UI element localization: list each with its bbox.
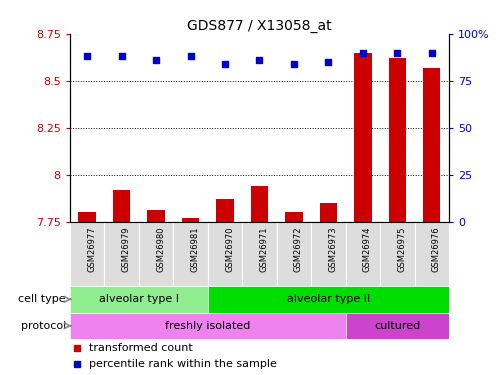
Text: cultured: cultured [374,321,421,331]
Point [83,53,91,59]
Text: GSM26975: GSM26975 [397,227,406,272]
Bar [113,190,130,222]
Bar [415,222,449,286]
Bar [320,203,337,222]
Text: GSM26973: GSM26973 [328,227,337,272]
Bar [147,210,165,222]
Text: percentile rank within the sample: percentile rank within the sample [89,359,277,369]
Text: transformed count: transformed count [89,343,193,353]
Point [428,50,436,55]
Title: GDS877 / X13058_at: GDS877 / X13058_at [187,19,332,33]
Bar [208,286,449,312]
Point [324,59,332,65]
Point [152,57,160,63]
Bar [70,312,346,339]
Point [118,53,126,59]
Bar [139,222,173,286]
Text: cell type: cell type [18,294,66,304]
Bar [311,222,346,286]
Bar [285,212,302,222]
Bar [423,68,441,222]
Text: freshly isolated: freshly isolated [165,321,250,331]
Text: GSM26971: GSM26971 [259,227,268,272]
Point [221,61,229,67]
Text: GSM26970: GSM26970 [225,227,234,272]
Bar [277,222,311,286]
Bar [217,199,234,222]
Text: GSM26979: GSM26979 [122,227,131,272]
Bar [78,212,96,222]
Point [255,57,263,63]
Text: GSM26977: GSM26977 [87,227,96,272]
Bar [354,53,372,222]
Text: alveolar type I: alveolar type I [99,294,179,304]
Text: GSM26974: GSM26974 [363,227,372,272]
Text: GSM26980: GSM26980 [156,227,165,272]
Text: GSM26972: GSM26972 [294,227,303,272]
Bar [251,186,268,222]
Bar [70,222,104,286]
Point [393,50,401,55]
Text: protocol: protocol [21,321,66,331]
Bar [173,222,208,286]
Point [187,53,195,59]
Bar [380,222,415,286]
Bar [104,222,139,286]
Bar [182,218,199,222]
Text: GSM26976: GSM26976 [432,227,441,272]
Bar [242,222,277,286]
Point [359,50,367,55]
Text: alveolar type II: alveolar type II [287,294,370,304]
Bar [346,312,449,339]
Bar [389,58,406,222]
Bar [70,286,208,312]
Text: GSM26981: GSM26981 [191,227,200,272]
Bar [346,222,380,286]
Point [290,61,298,67]
Bar [208,222,242,286]
